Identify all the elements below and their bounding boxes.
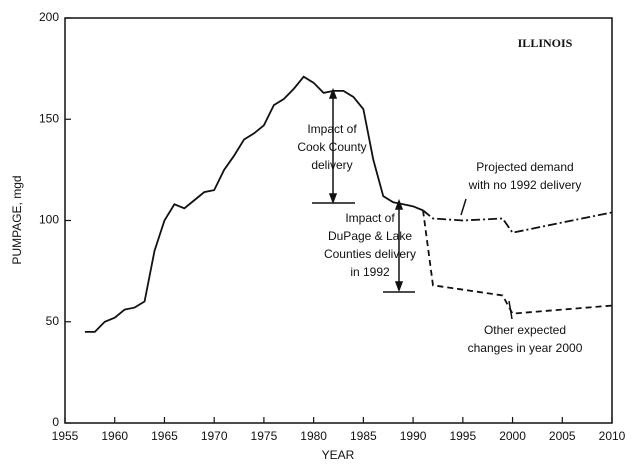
line-series (84, 75, 424, 333)
plot-frame (64, 17, 613, 424)
y-tick-label: 0 (52, 415, 59, 429)
x-tick-label: 2010 (599, 429, 626, 443)
annotation: with no 1992 delivery (468, 178, 582, 192)
annotation: Impact of (345, 211, 395, 225)
x-axis-label: YEAR (322, 448, 355, 462)
line-series (422, 210, 613, 315)
x-tick-label: 2005 (549, 429, 576, 443)
annotation: Impact of (307, 122, 357, 136)
annotation: changes in year 2000 (468, 341, 583, 355)
y-axis-label: PUMPAGE, mgd (10, 175, 24, 264)
annotation: Projected demand (476, 160, 573, 174)
annotation: Other expected (484, 323, 566, 337)
x-tick-label: 2000 (499, 429, 526, 443)
x-tick-label: 1995 (449, 429, 476, 443)
x-tick-label: 1965 (151, 429, 178, 443)
y-tick-label: 200 (39, 10, 59, 24)
line-series (422, 209, 613, 234)
x-tick-label: 1980 (300, 429, 327, 443)
state-label: ILLINOIS (518, 36, 573, 50)
x-tick-label: 1960 (101, 429, 128, 443)
annotation: Cook County (297, 140, 366, 154)
x-tick-label: 1990 (400, 429, 427, 443)
x-tick-label: 1970 (201, 429, 228, 443)
y-tick-label: 50 (46, 314, 60, 328)
y-tick-label: 150 (39, 111, 59, 125)
annotation: DuPage & Lake (328, 229, 412, 243)
annotation: in 1992 (350, 265, 390, 279)
x-tick-label: 1955 (52, 429, 79, 443)
x-tick-label: 1985 (350, 429, 377, 443)
annotation: Counties delivery (324, 247, 416, 261)
x-tick-label: 1975 (251, 429, 278, 443)
annotation: delivery (311, 158, 352, 172)
y-tick-label: 100 (39, 213, 59, 227)
